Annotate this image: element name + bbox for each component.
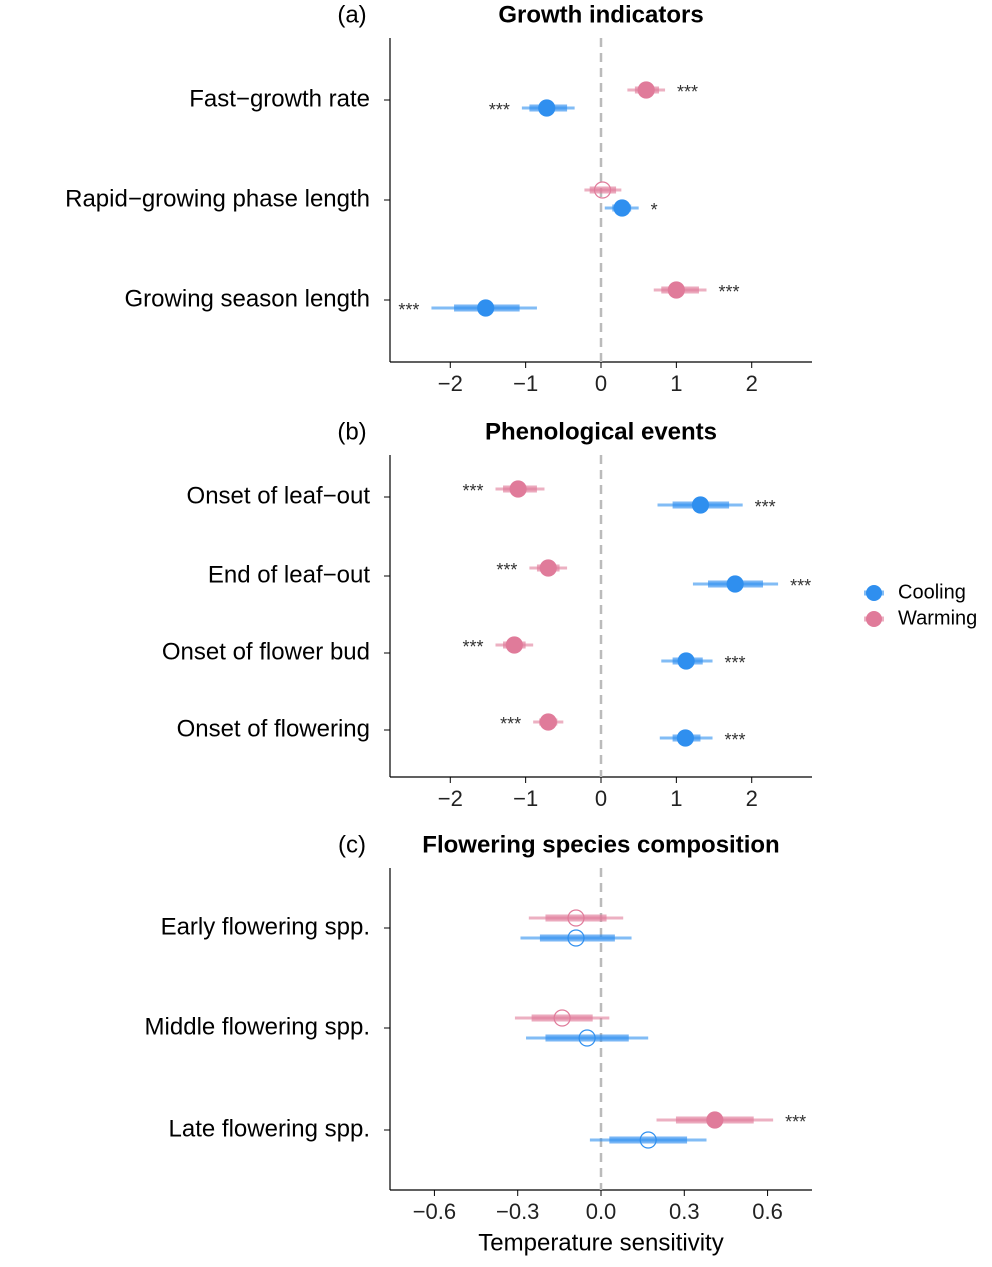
panel-title: Phenological events	[485, 418, 717, 445]
x-tick-label: 2	[746, 371, 758, 396]
y-tick-label: Onset of flowering	[177, 715, 370, 742]
significance-label: ***	[785, 1112, 806, 1132]
x-tick-label: 2	[746, 786, 758, 811]
legend-key	[866, 585, 882, 601]
panel-label: (a)	[337, 1, 366, 28]
significance-label: ***	[719, 282, 740, 302]
estimate-point	[676, 729, 695, 747]
estimate-point	[639, 1131, 657, 1149]
x-axis-title: Temperature sensitivity	[478, 1229, 723, 1256]
estimate-point	[613, 199, 631, 217]
estimate-point	[567, 909, 585, 927]
panel-label: (b)	[337, 418, 366, 445]
x-tick-label: 0.6	[752, 1199, 783, 1224]
significance-label: ***	[500, 714, 521, 734]
y-tick-label: Growing season length	[125, 285, 370, 312]
significance-label: ***	[790, 576, 811, 596]
y-tick-label: Early flowering spp.	[161, 913, 370, 940]
estimate-point	[538, 99, 556, 117]
panel-title: Growth indicators	[498, 1, 703, 28]
x-tick-label: −0.6	[413, 1199, 456, 1224]
x-tick-label: 0	[595, 786, 607, 811]
x-tick-label: 1	[670, 371, 682, 396]
y-tick-label: Fast−growth rate	[189, 85, 370, 112]
estimate-point	[505, 636, 523, 654]
estimate-point	[691, 496, 710, 514]
x-tick-label: 1	[670, 786, 682, 811]
estimate-point	[726, 575, 744, 593]
y-tick-label: Rapid−growing phase length	[65, 185, 370, 212]
estimate-point	[509, 480, 527, 498]
legend-label: Cooling	[898, 581, 966, 603]
significance-label: ***	[398, 300, 419, 320]
panel-title: Flowering species composition	[422, 831, 779, 858]
x-tick-label: 0.3	[669, 1199, 700, 1224]
estimate-point	[578, 1029, 596, 1047]
legend-key	[866, 611, 882, 627]
estimate-point	[539, 559, 557, 577]
y-tick-label: Onset of leaf−out	[187, 482, 371, 509]
significance-label: ***	[725, 653, 746, 673]
estimate-point	[539, 713, 557, 731]
panel-label: (c)	[338, 831, 366, 858]
x-tick-label: 0	[595, 371, 607, 396]
estimate-point	[593, 181, 612, 199]
x-tick-label: −0.3	[496, 1199, 539, 1224]
estimate-point	[567, 929, 585, 947]
estimate-point	[553, 1009, 571, 1027]
x-tick-label: −1	[513, 371, 538, 396]
estimate-point	[477, 299, 495, 317]
significance-label: ***	[496, 560, 517, 580]
y-tick-label: Middle flowering spp.	[145, 1013, 370, 1040]
x-tick-label: −1	[513, 786, 538, 811]
y-tick-label: End of leaf−out	[208, 561, 370, 588]
x-tick-label: −2	[438, 371, 463, 396]
x-tick-label: −2	[438, 786, 463, 811]
x-tick-label: 0.0	[586, 1199, 617, 1224]
significance-label: ***	[462, 481, 483, 501]
estimate-point	[677, 652, 695, 670]
significance-label: ***	[755, 497, 776, 517]
significance-label: *	[651, 200, 658, 220]
significance-label: ***	[677, 82, 698, 102]
significance-label: ***	[725, 730, 746, 750]
significance-label: ***	[489, 100, 510, 120]
legend-label: Warming	[898, 607, 977, 629]
y-tick-label: Late flowering spp.	[169, 1115, 370, 1142]
estimate-point	[667, 281, 685, 299]
y-tick-label: Onset of flower bud	[162, 638, 370, 665]
significance-label: ***	[462, 637, 483, 657]
estimate-point	[637, 81, 655, 99]
estimate-point	[706, 1111, 724, 1129]
